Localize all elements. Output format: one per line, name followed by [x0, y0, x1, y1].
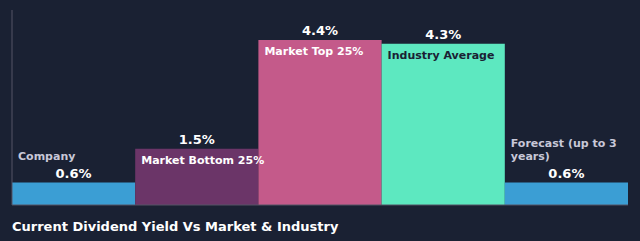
- title: Current Dividend Yield Vs Market & Indus…: [12, 219, 339, 234]
- value-label: 0.6%: [56, 166, 92, 181]
- category-label: Market Bottom 25%: [141, 154, 264, 167]
- y-axis: [12, 10, 13, 205]
- category-label: Company: [18, 150, 75, 163]
- background: [0, 0, 640, 241]
- category-label: Industry Average: [388, 49, 495, 62]
- chart: 0.6% Company 1.5% Market Bottom 25% 4.4% Mark…: [0, 0, 640, 241]
- x-axis: [12, 205, 628, 206]
- bar: [258, 40, 381, 205]
- value-label: 4.3%: [425, 27, 461, 42]
- bar: [505, 183, 628, 206]
- bar: [382, 44, 505, 205]
- labels: 0.6% Company 1.5% Market Bottom 25% 4.4% Mark…: [18, 23, 617, 181]
- bars: [12, 40, 628, 205]
- value-label: 4.4%: [302, 23, 338, 38]
- value-label: 1.5%: [179, 132, 215, 147]
- category-label: Market Top 25%: [264, 45, 363, 58]
- value-label: 0.6%: [548, 166, 584, 181]
- category-label: Forecast (up to 3years): [511, 137, 617, 163]
- bar: [12, 183, 135, 206]
